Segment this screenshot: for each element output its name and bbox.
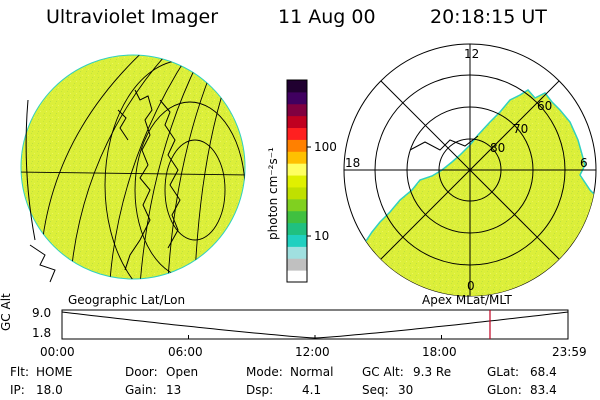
timeline-tick-1: 06:00	[168, 345, 203, 359]
mlt-label-18: 18	[345, 156, 361, 170]
glat-value: 68.4	[530, 365, 557, 379]
timeline-tick-2: 12:00	[295, 345, 330, 359]
timeline-tick-3: 18:00	[422, 345, 457, 359]
ip-value: 18.0	[36, 383, 63, 397]
colorbar-swatch	[287, 198, 307, 212]
colorbar-swatch	[287, 175, 307, 188]
gcalt-value: 9.3 Re	[413, 365, 452, 379]
flt-value: HOME	[36, 365, 73, 379]
time-label: 20:18:15 UT	[430, 6, 547, 28]
timeline-ymax: 9.0	[32, 306, 52, 320]
timeline-tick-4: 23:59	[552, 345, 587, 359]
colorbar-unit-label: photon cm⁻²s⁻¹	[266, 147, 280, 240]
apex-caption: Apex MLat/MLT	[422, 293, 512, 307]
colorbar-swatch	[287, 186, 307, 200]
colorbar-swatch	[287, 270, 307, 283]
lat-circle-1	[164, 139, 226, 241]
timeline-ymin: 1.8	[32, 326, 52, 340]
altitude-curve	[61, 311, 569, 339]
colorbar-swatch	[287, 127, 307, 140]
colorbar-swatch	[287, 234, 307, 247]
coastlines	[29, 89, 181, 283]
colorbar-swatch	[287, 222, 307, 235]
timeline-tick-0: 00:00	[40, 345, 75, 359]
colorbar-swatch	[287, 80, 307, 93]
colorbar	[286, 79, 311, 283]
flt-key: Flt:	[10, 365, 29, 379]
meridian-3	[167, 74, 211, 279]
meridian-2	[139, 61, 199, 279]
diag-line-2	[380, 80, 560, 260]
colorbar-swatch	[287, 115, 307, 129]
mlat-label-80: 80	[490, 141, 506, 155]
colorbar-swatch	[287, 103, 307, 117]
colorbar-swatch	[287, 151, 307, 164]
geographic-map	[20, 54, 246, 283]
seq-key: Seq:	[362, 383, 389, 397]
colorbar-tick-10: 10	[314, 229, 330, 243]
geo-caption: Geographic Lat/Lon	[68, 293, 186, 307]
glat-key: GLat:	[487, 365, 520, 379]
date-label: 11 Aug 00	[278, 6, 376, 28]
gain-value: 13	[166, 383, 182, 397]
glon-key: GLon:	[487, 383, 522, 397]
mlat-label-60: 60	[537, 99, 553, 113]
polar-grid	[344, 44, 596, 296]
glon-value: 83.4	[530, 383, 557, 397]
altitude-timeline	[61, 309, 569, 340]
mode-key: Mode:	[246, 365, 283, 379]
seq-value: 30	[398, 383, 414, 397]
colorbar-frame	[286, 79, 308, 283]
meridian-1	[109, 55, 189, 279]
equator-line	[21, 171, 245, 176]
timeline-ylabel: GC Alt	[0, 293, 13, 331]
mlt-label-0: 0	[467, 279, 475, 293]
meridian-5	[69, 55, 171, 279]
dsp-value: 4.1	[302, 383, 322, 397]
gcalt-key: GC Alt:	[362, 365, 404, 379]
mlt-label-12: 12	[464, 47, 480, 61]
gain-key: Gain:	[125, 383, 157, 397]
colorbar-swatch	[287, 258, 307, 271]
polar-map	[343, 43, 597, 297]
colorbar-swatch	[287, 139, 307, 152]
colorbar-swatch	[287, 210, 307, 224]
ip-key: IP:	[10, 383, 25, 397]
colorbar-swatch	[287, 163, 307, 176]
door-key: Door:	[125, 365, 158, 379]
colorbar-swatch	[287, 246, 307, 259]
mlat-label-70: 70	[513, 122, 529, 136]
mode-value: Normal	[290, 365, 334, 379]
instrument-title: Ultraviolet Imager	[46, 6, 219, 28]
dsp-key: Dsp:	[246, 383, 274, 397]
colorbar-swatch	[287, 91, 307, 105]
colorbar-tick-100: 100	[314, 140, 337, 154]
door-value: Open	[166, 365, 199, 379]
mlt-label-6: 6	[580, 156, 588, 170]
